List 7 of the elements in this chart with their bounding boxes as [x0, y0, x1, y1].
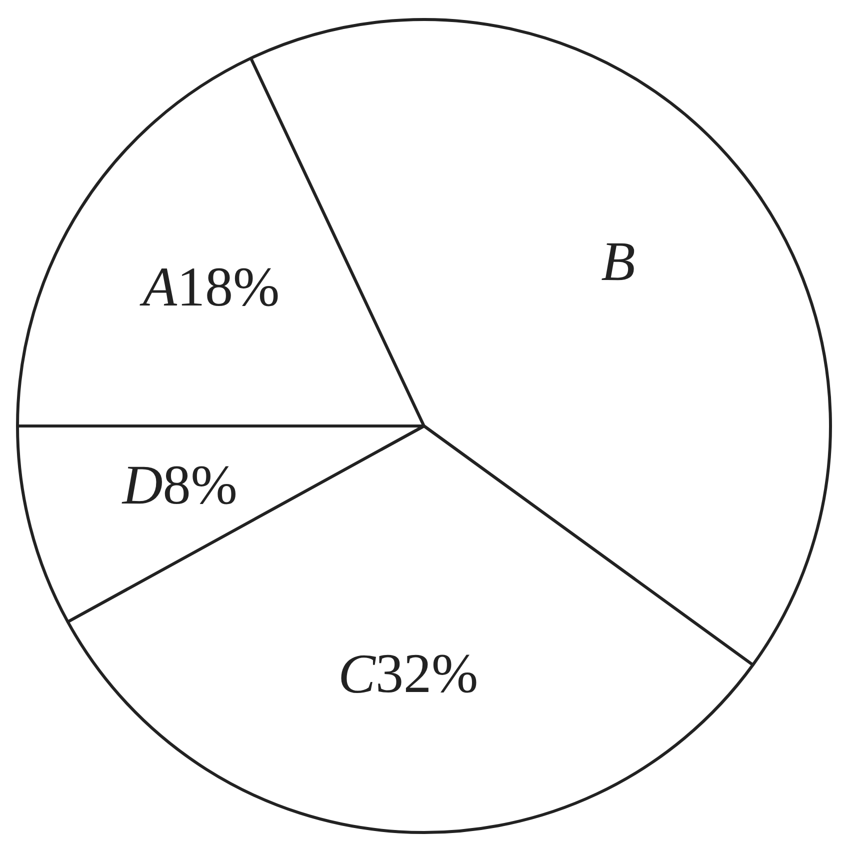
slice-label: A: [138, 256, 178, 319]
data-label: 32%: [376, 643, 478, 706]
data-label: 8%: [162, 454, 238, 516]
slice-label: D: [121, 454, 163, 516]
slice-label: C: [338, 643, 376, 706]
slice-label: B: [601, 231, 636, 294]
data-label: 18%: [176, 256, 280, 319]
